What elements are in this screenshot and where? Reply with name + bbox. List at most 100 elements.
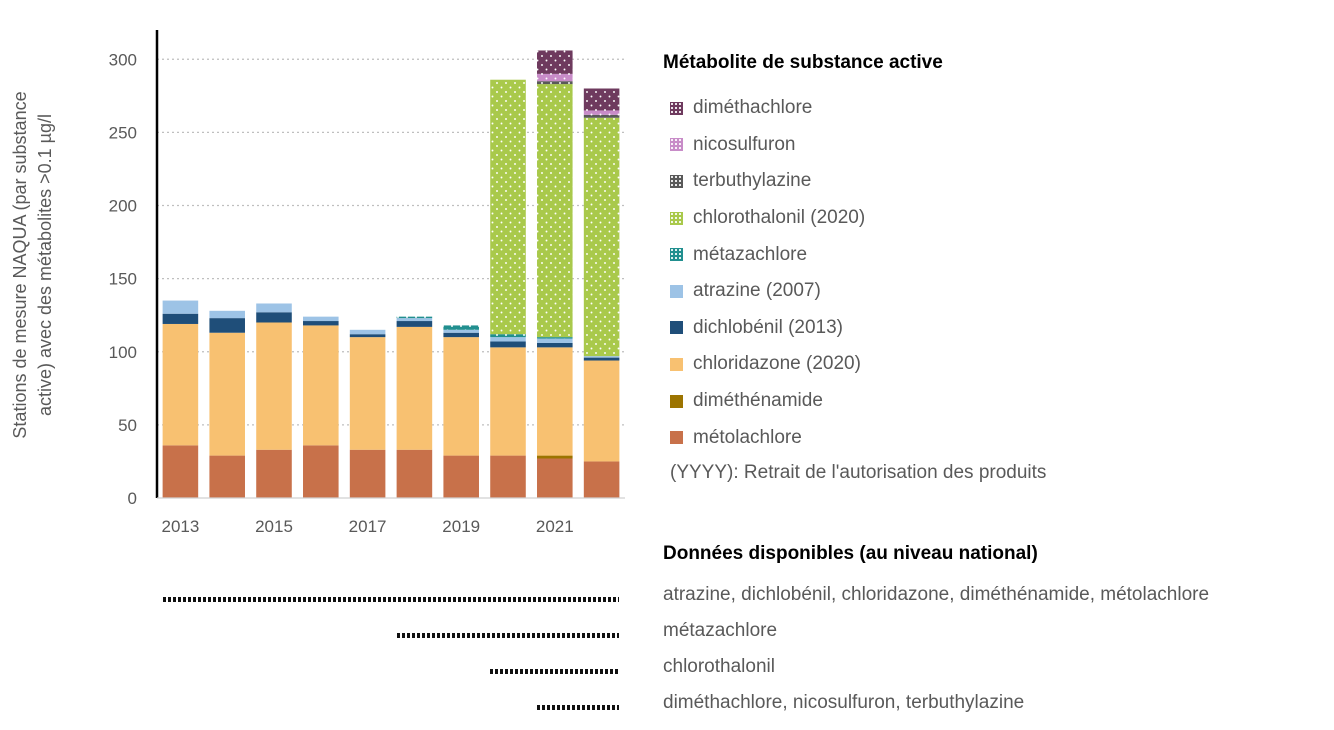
y-tick-label: 50 [118, 416, 137, 435]
x-tick-label: 2015 [255, 517, 293, 536]
bar-segment-2019-3 [443, 332, 479, 338]
bar-segment-2015-2 [256, 322, 292, 450]
legend-swatch [670, 321, 683, 335]
bar-segment-2015-4 [256, 303, 292, 313]
bar-segment-2016-4 [303, 316, 339, 322]
legend-note: (YYYY): Retrait de l'autorisation des pr… [670, 461, 1047, 483]
bar-segment-2019-2 [443, 337, 479, 456]
bar-segment-2021-6 [537, 84, 573, 338]
legend-item: métolachlore [663, 419, 1323, 456]
bar-segment-2015-0 [256, 449, 292, 498]
legend-item: diméthénamide [663, 383, 1323, 420]
bar-segment-2016-2 [303, 325, 339, 446]
y-tick-label: 200 [109, 197, 137, 216]
bar-segment-2018-5 [396, 316, 433, 319]
bar-segment-2020-3 [490, 341, 526, 348]
bar-segment-2013-4 [162, 300, 199, 314]
x-tick-label: 2021 [536, 517, 574, 536]
bar-segment-2018-2 [396, 326, 433, 450]
legend-label: diméthachlore [693, 97, 813, 119]
bar-segment-2020-0 [490, 455, 526, 498]
bar-segment-2022-4 [583, 356, 620, 358]
bar-segment-2019-0 [443, 455, 479, 498]
legend-items: diméthachlore nicosulfuron terbuthylazine c… [663, 90, 1323, 456]
legend-label: chloridazone (2020) [693, 353, 861, 375]
legend-label: terbuthylazine [693, 170, 812, 192]
legend-swatch [670, 248, 683, 262]
legend-label: chlorothalonil (2020) [693, 207, 866, 229]
y-tick-label: 250 [109, 123, 137, 142]
y-tick-label: 150 [109, 270, 137, 289]
legend-item: chlorothalonil (2020) [663, 200, 1323, 237]
availability-line [162, 597, 620, 602]
legend-label: atrazine (2007) [693, 280, 821, 302]
bar-segment-2014-2 [209, 332, 245, 456]
legend-label: métazachlore [693, 243, 808, 265]
bars [162, 50, 620, 498]
bar-segment-2021-8 [537, 73, 573, 82]
legend-swatch [670, 138, 683, 152]
legend-swatch [670, 284, 683, 298]
bar-segment-2016-3 [303, 321, 339, 326]
legend-item: nicosulfuron [663, 127, 1323, 164]
bar-segment-2021-5 [537, 337, 573, 339]
bar-segment-2021-1 [537, 455, 573, 459]
legend-swatch [670, 431, 683, 445]
bar-segment-2013-3 [162, 313, 199, 324]
legend-swatch [670, 394, 683, 408]
bar-segment-2020-6 [490, 79, 526, 335]
bar-segment-2019-5 [443, 325, 479, 330]
bar-segment-2017-3 [349, 334, 386, 338]
x-tick-label: 2017 [349, 517, 387, 536]
bar-segment-2021-4 [537, 338, 573, 343]
bar-segment-2018-3 [396, 321, 433, 327]
bar-segment-2017-2 [349, 337, 386, 450]
bar-segment-2021-9 [537, 50, 573, 74]
bar-segment-2016-0 [303, 445, 339, 498]
availability-line [537, 705, 620, 710]
bar-segment-2020-2 [490, 347, 526, 456]
legend-item: terbuthylazine [663, 163, 1323, 200]
y-tick-label: 0 [128, 489, 137, 508]
legend: Métabolite de substance active diméthach… [663, 52, 1323, 484]
legend-item: métazachlore [663, 236, 1323, 273]
y-axis-label-line-2: active) avec des métabolites >0.1 µg/l [35, 114, 55, 416]
y-axis-label-line-1: Stations de mesure NAQUA (par substance [10, 91, 30, 438]
legend-item: chloridazone (2020) [663, 346, 1323, 383]
bar-segment-2022-6 [583, 117, 620, 357]
bar-segment-2022-9 [583, 88, 620, 111]
bar-segment-2013-0 [162, 445, 199, 498]
legend-label: nicosulfuron [693, 133, 796, 155]
bar-segment-2021-3 [537, 342, 573, 348]
stacked-bar-chart: 0 50 100 150 200 250 300 2013 2015 2017 2019 2021 S… [10, 30, 625, 536]
bar-segment-2020-4 [490, 337, 526, 342]
legend-item: atrazine (2007) [663, 273, 1323, 310]
availability-line [396, 633, 620, 638]
availability-title: Données disponibles (au niveau national) [663, 543, 1038, 564]
bar-segment-2022-3 [583, 357, 620, 361]
availability-line [490, 669, 620, 674]
bar-segment-2015-3 [256, 312, 292, 323]
legend-label: dichlobénil (2013) [693, 316, 843, 338]
bar-segment-2020-5 [490, 334, 526, 338]
availability-label: diméthachlore, nicosulfuron, terbuthylaz… [663, 692, 1025, 713]
bar-segment-2013-2 [162, 323, 199, 446]
availability-row: diméthachlore, nicosulfuron, terbuthylaz… [0, 692, 1334, 722]
availability-label: atrazine, dichlobénil, chloridazone, dim… [663, 584, 1210, 605]
availability-label: métazachlore [663, 620, 778, 641]
bar-segment-2021-7 [537, 81, 573, 85]
x-tick-label: 2013 [161, 517, 199, 536]
bar-segment-2018-0 [396, 449, 433, 498]
legend-item: dichlobénil (2013) [663, 310, 1323, 347]
legend-swatch [670, 357, 683, 371]
y-tick-label: 100 [109, 343, 137, 362]
bar-segment-2017-4 [349, 329, 386, 335]
bar-segment-2022-2 [583, 360, 620, 462]
legend-item: diméthachlore [663, 90, 1323, 127]
bar-segment-2021-0 [537, 458, 573, 498]
x-tick-label: 2019 [442, 517, 480, 536]
availability-row: métazachlore [0, 620, 1334, 650]
legend-label: métolachlore [693, 426, 802, 448]
bar-segment-2014-4 [209, 310, 245, 319]
bar-segment-2021-2 [537, 347, 573, 456]
